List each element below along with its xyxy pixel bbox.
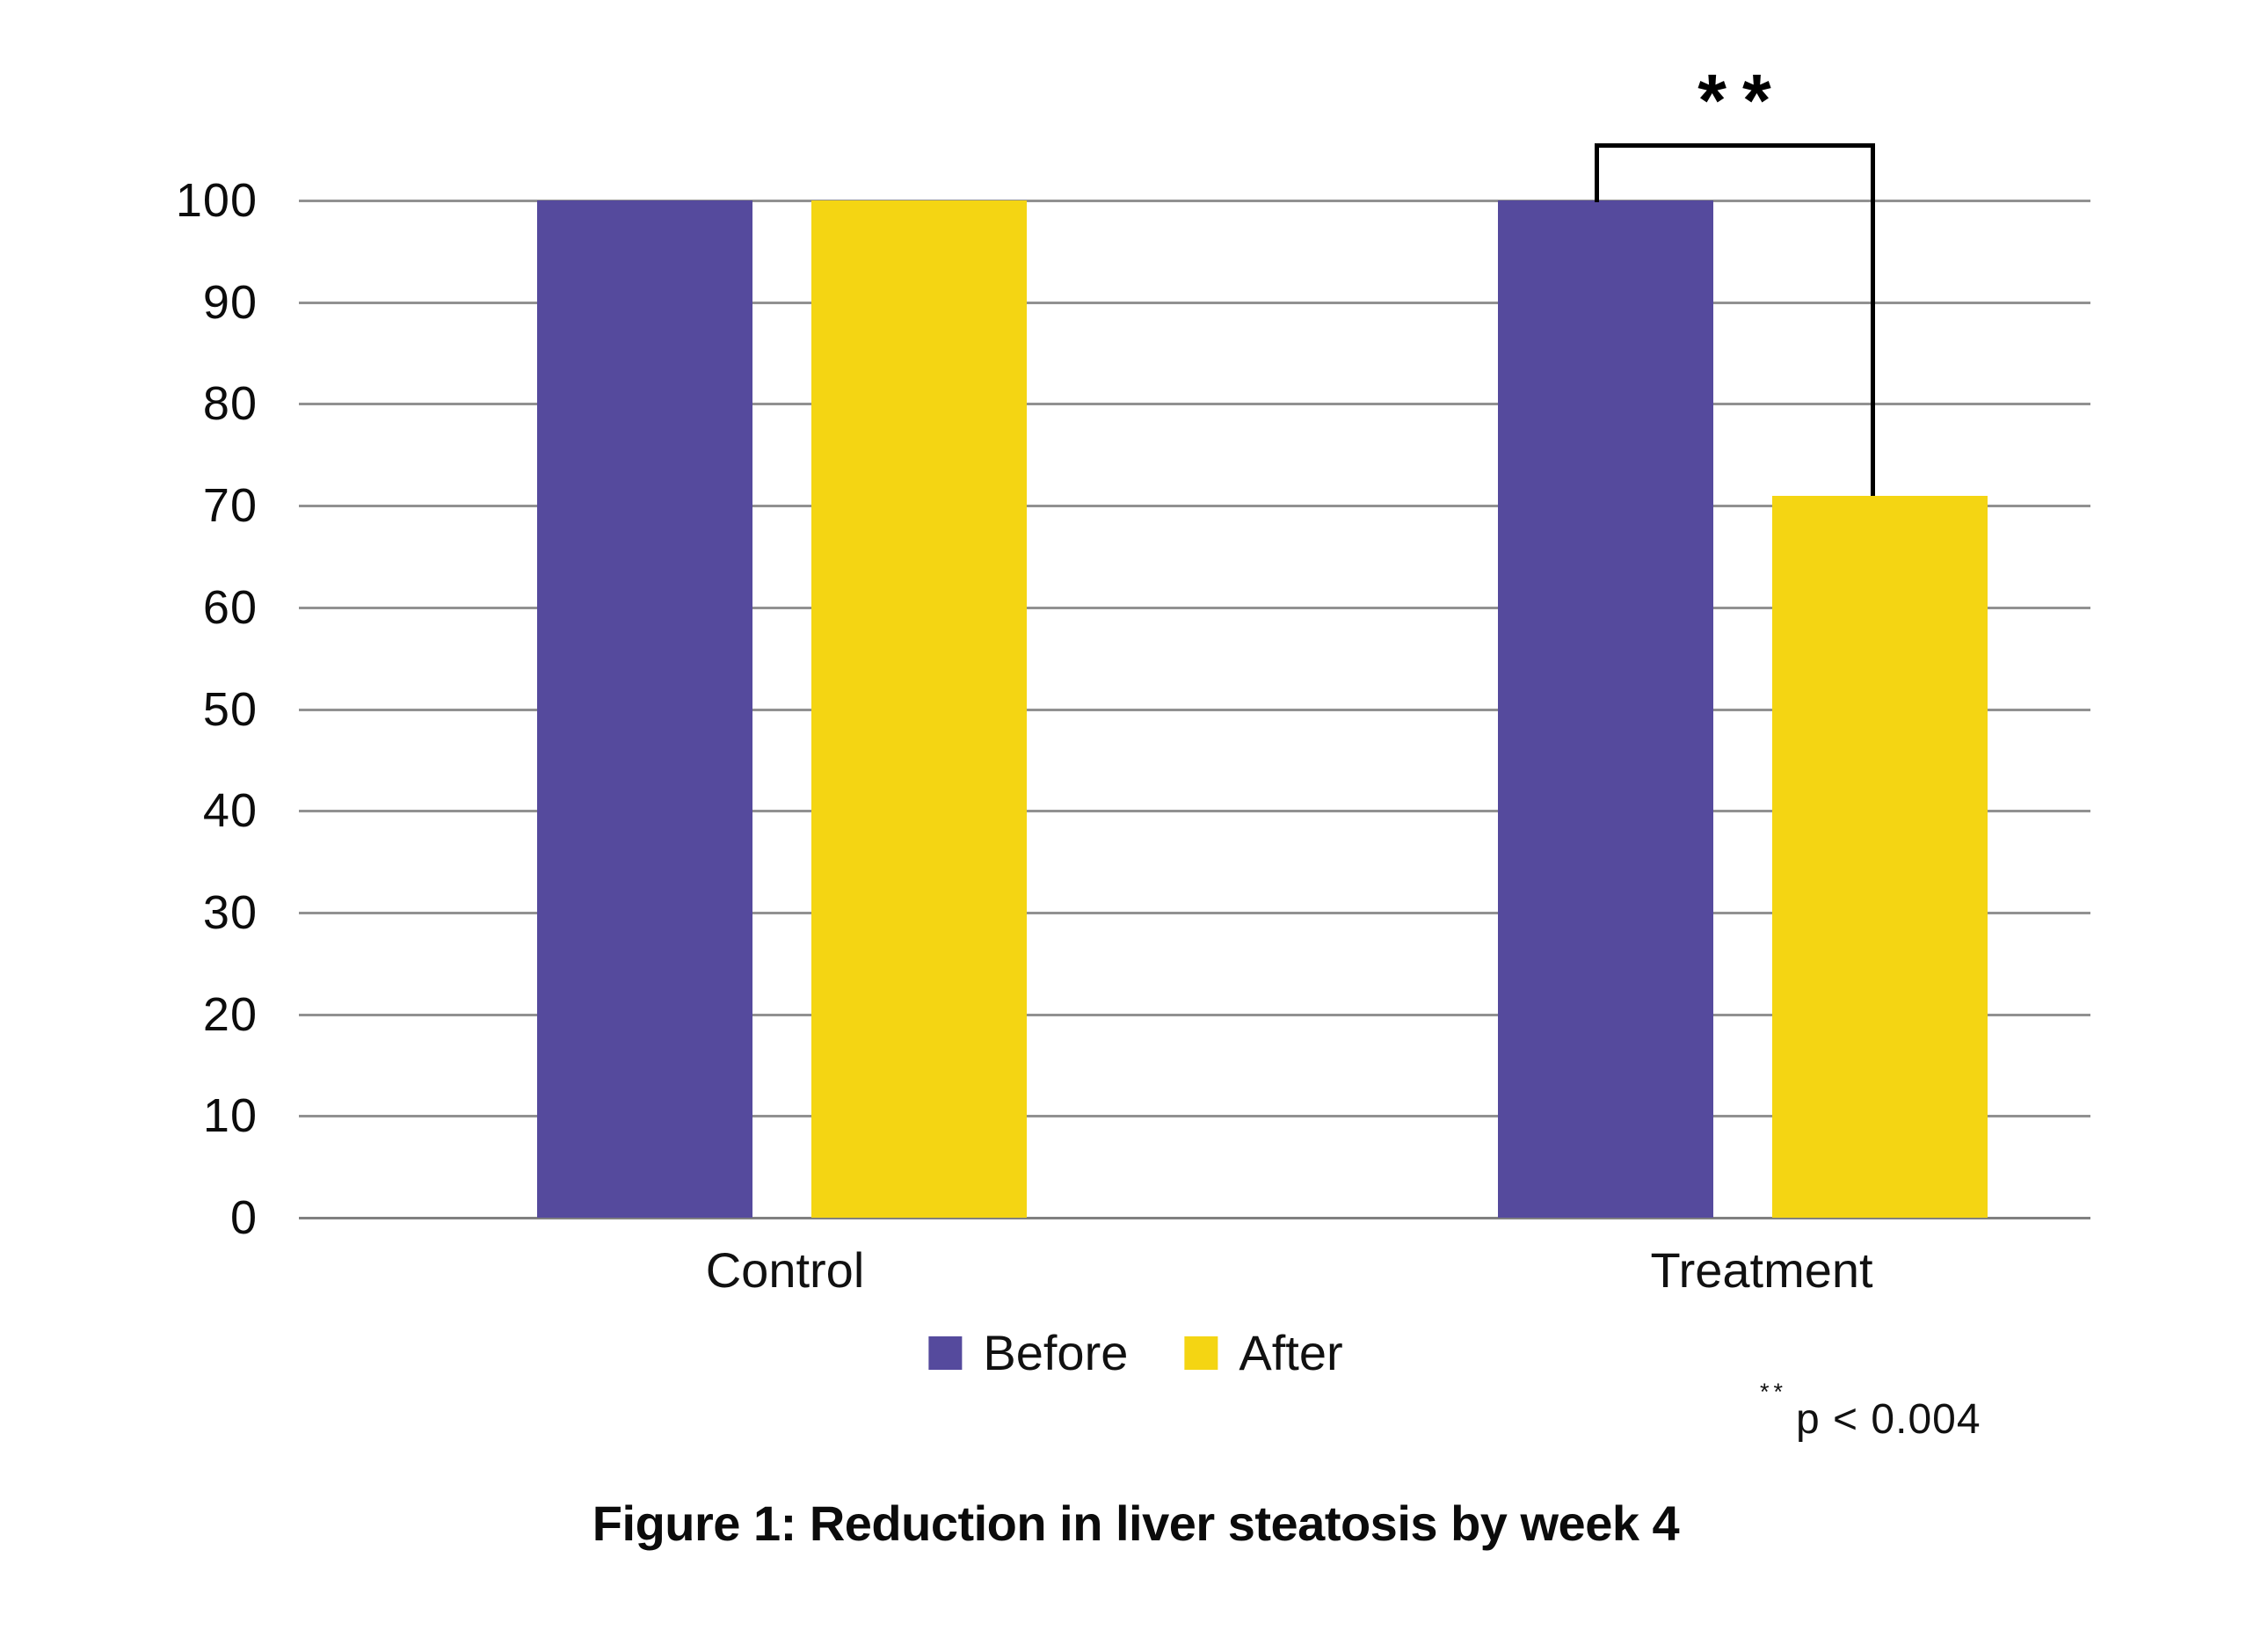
legend-swatch-after-icon — [1184, 1335, 1218, 1370]
gridline-y-10 — [299, 1115, 2090, 1118]
legend-item-after: After — [1184, 1324, 1343, 1381]
y-tick-label-70: 70 — [202, 479, 258, 533]
gridline-y-40 — [299, 810, 2090, 813]
x-label-control: Control — [705, 1242, 865, 1298]
y-tick-label-50: 50 — [202, 682, 258, 736]
x-label-treatment: Treatment — [1650, 1242, 1873, 1298]
significance-bracket-top — [1595, 143, 1875, 148]
y-tick-label-60: 60 — [202, 580, 258, 634]
gridline-y-80 — [299, 403, 2090, 406]
y-tick-label-100: 100 — [175, 174, 258, 227]
gridline-y-70 — [299, 505, 2090, 508]
figure-caption: Figure 1: Reduction in liver steatosis b… — [592, 1496, 1680, 1551]
gridline-y-90 — [299, 301, 2090, 304]
y-tick-label-10: 10 — [202, 1089, 258, 1143]
gridline-y-0 — [299, 1217, 2090, 1219]
legend-item-before: Before — [928, 1324, 1128, 1381]
bar-treatment-after — [1772, 495, 1988, 1218]
gridline-y-60 — [299, 606, 2090, 609]
p-value-note: ** p < 0.004 — [1760, 1379, 1981, 1444]
y-tick-label-0: 0 — [229, 1191, 258, 1244]
significance-bracket-left-leg — [1595, 143, 1599, 202]
legend: Before After — [928, 1324, 1343, 1381]
gridline-y-50 — [299, 708, 2090, 711]
gridline-y-20 — [299, 1013, 2090, 1016]
gridline-y-100 — [299, 200, 2090, 202]
legend-label-after: After — [1239, 1325, 1343, 1380]
significance-stars: ** — [1697, 59, 1787, 142]
significance-bracket-right-leg — [1871, 143, 1875, 496]
p-value-note-text: p < 0.004 — [1796, 1396, 1981, 1443]
y-tick-label-40: 40 — [202, 784, 258, 838]
legend-swatch-before-icon — [928, 1335, 963, 1370]
p-value-note-stars: ** — [1760, 1379, 1788, 1405]
y-axis-tick-labels: 0 10 20 30 40 50 60 70 80 90 100 — [0, 0, 258, 1652]
bar-control-after — [811, 200, 1027, 1218]
y-tick-label-30: 30 — [202, 885, 258, 939]
y-tick-label-90: 90 — [202, 275, 258, 329]
gridline-y-30 — [299, 911, 2090, 914]
plot-area — [299, 200, 2090, 1219]
legend-label-before: Before — [983, 1325, 1129, 1380]
y-tick-label-20: 20 — [202, 987, 258, 1041]
bar-control-before — [537, 200, 752, 1218]
bar-treatment-before — [1498, 200, 1713, 1218]
y-tick-label-80: 80 — [202, 377, 258, 431]
